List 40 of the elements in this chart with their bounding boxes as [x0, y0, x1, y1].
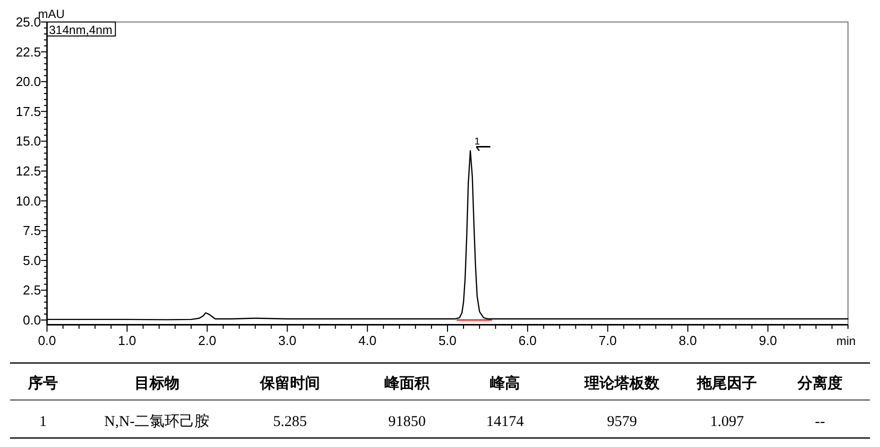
x-tick-label: 2.0 [198, 332, 216, 348]
x-tick-label: 0.0 [38, 332, 56, 348]
text: 91850 [388, 414, 426, 430]
y-tick-label: 2.5 [22, 282, 41, 298]
text: 峰面积 [384, 374, 430, 392]
x-tick-label: 1.0 [118, 332, 136, 348]
x-tick-label: 9.0 [758, 332, 777, 348]
text: 5.285 [273, 414, 307, 430]
y-tick-label: 17.5 [16, 104, 41, 119]
text: 保留时间 [259, 374, 320, 392]
text: 理论塔板数 [584, 374, 660, 392]
y-tick-label: 7.5 [22, 223, 41, 238]
text: 拖尾因子 [696, 374, 757, 392]
text: -- [815, 414, 825, 430]
x-tick-label: 8.0 [678, 332, 697, 348]
y-tick-label: 22.5 [16, 44, 41, 60]
x-tick-label: 4.0 [358, 332, 376, 348]
text: 目标物 [134, 374, 180, 392]
text: 9579 [607, 414, 637, 430]
y-tick-label: 0.0 [22, 312, 41, 328]
text: 分离度 [796, 374, 842, 392]
y-tick-label: 15.0 [16, 134, 41, 149]
x-tick-label: 6.0 [518, 332, 537, 348]
y-tick-label: 5.0 [22, 252, 41, 268]
text: 峰高 [490, 374, 520, 392]
y-tick-label: 10.0 [16, 193, 41, 208]
x-tick-label: 5.0 [438, 332, 457, 348]
x-axis-title: min [836, 334, 856, 348]
text: 14174 [486, 414, 524, 430]
text: N,N-二氯环己胺 [104, 413, 210, 430]
text: 1.097 [710, 414, 744, 430]
peak-number: 1 [474, 136, 480, 148]
annotation: 314nm,4nm [49, 23, 112, 37]
y-tick-label: 20.0 [16, 74, 41, 90]
y-tick-label: 25.0 [16, 14, 41, 30]
x-tick-label: 3.0 [278, 332, 296, 348]
x-tick-label: 7.0 [598, 332, 617, 348]
y-tick-label: 12.5 [16, 164, 41, 179]
text: 序号 [27, 374, 58, 392]
text: 1 [39, 414, 47, 430]
